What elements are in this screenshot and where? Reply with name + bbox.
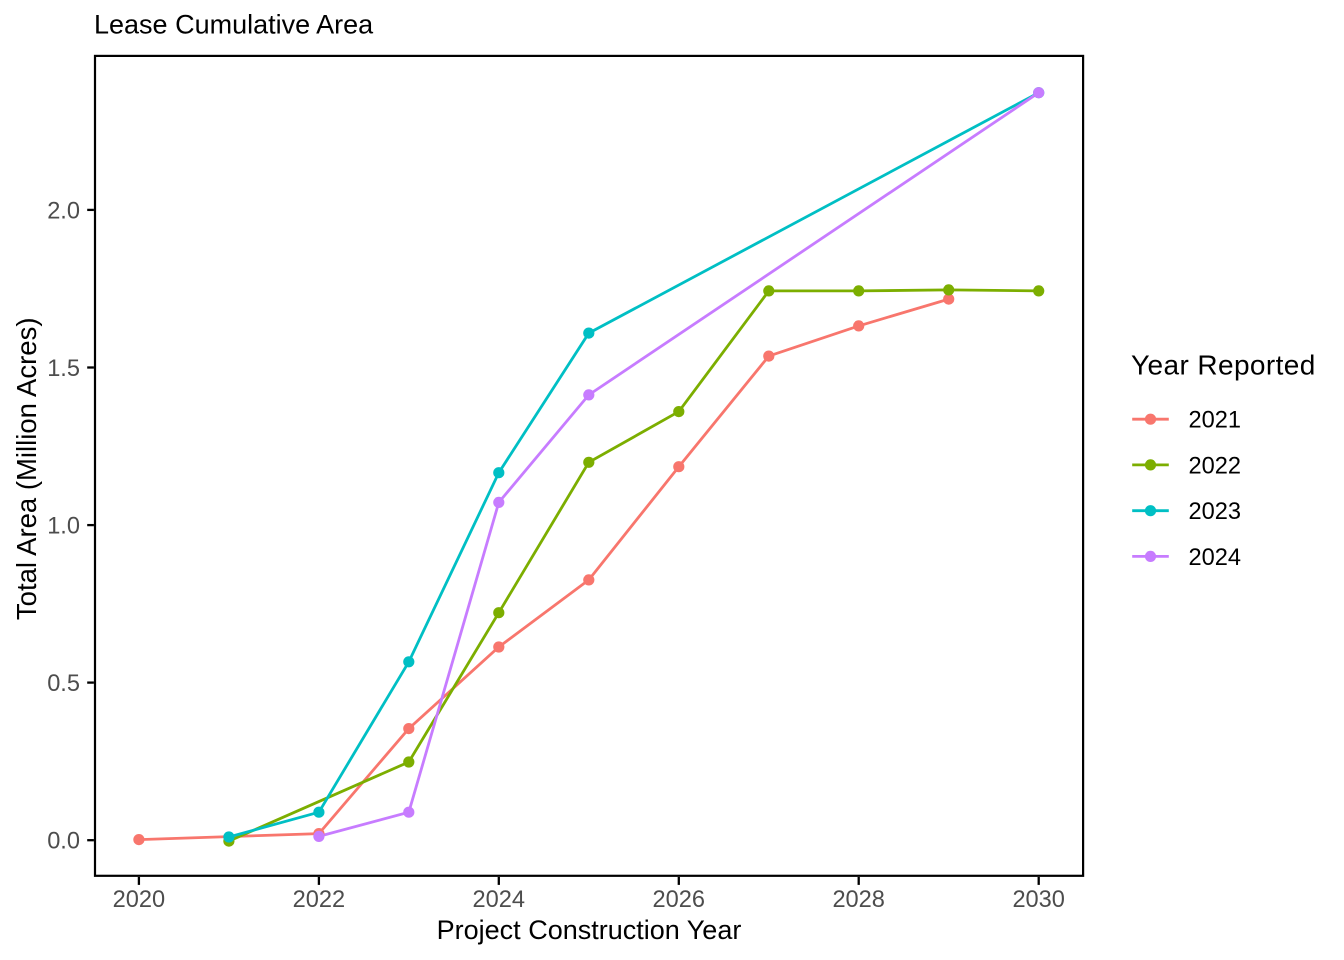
svg-text:2020: 2020 — [113, 887, 166, 913]
svg-text:2023: 2023 — [1189, 499, 1242, 525]
svg-text:2022: 2022 — [1189, 453, 1242, 479]
svg-text:2026: 2026 — [653, 887, 706, 913]
svg-text:Lease Cumulative Area: Lease Cumulative Area — [94, 10, 374, 40]
svg-text:2022: 2022 — [293, 887, 346, 913]
svg-text:2028: 2028 — [832, 887, 885, 913]
svg-text:2021: 2021 — [1189, 408, 1242, 434]
svg-text:1.0: 1.0 — [47, 514, 80, 540]
svg-text:0.0: 0.0 — [47, 829, 80, 855]
svg-text:Year Reported: Year Reported — [1131, 349, 1316, 380]
svg-text:1.5: 1.5 — [47, 356, 80, 382]
svg-text:2024: 2024 — [1189, 545, 1242, 571]
svg-text:0.5: 0.5 — [47, 671, 80, 697]
svg-text:2030: 2030 — [1012, 887, 1065, 913]
svg-text:2024: 2024 — [473, 887, 526, 913]
svg-text:2.0: 2.0 — [47, 198, 80, 224]
svg-text:Project Construction Year: Project Construction Year — [437, 915, 742, 945]
svg-text:Total Area (Million Acres): Total Area (Million Acres) — [11, 317, 42, 620]
